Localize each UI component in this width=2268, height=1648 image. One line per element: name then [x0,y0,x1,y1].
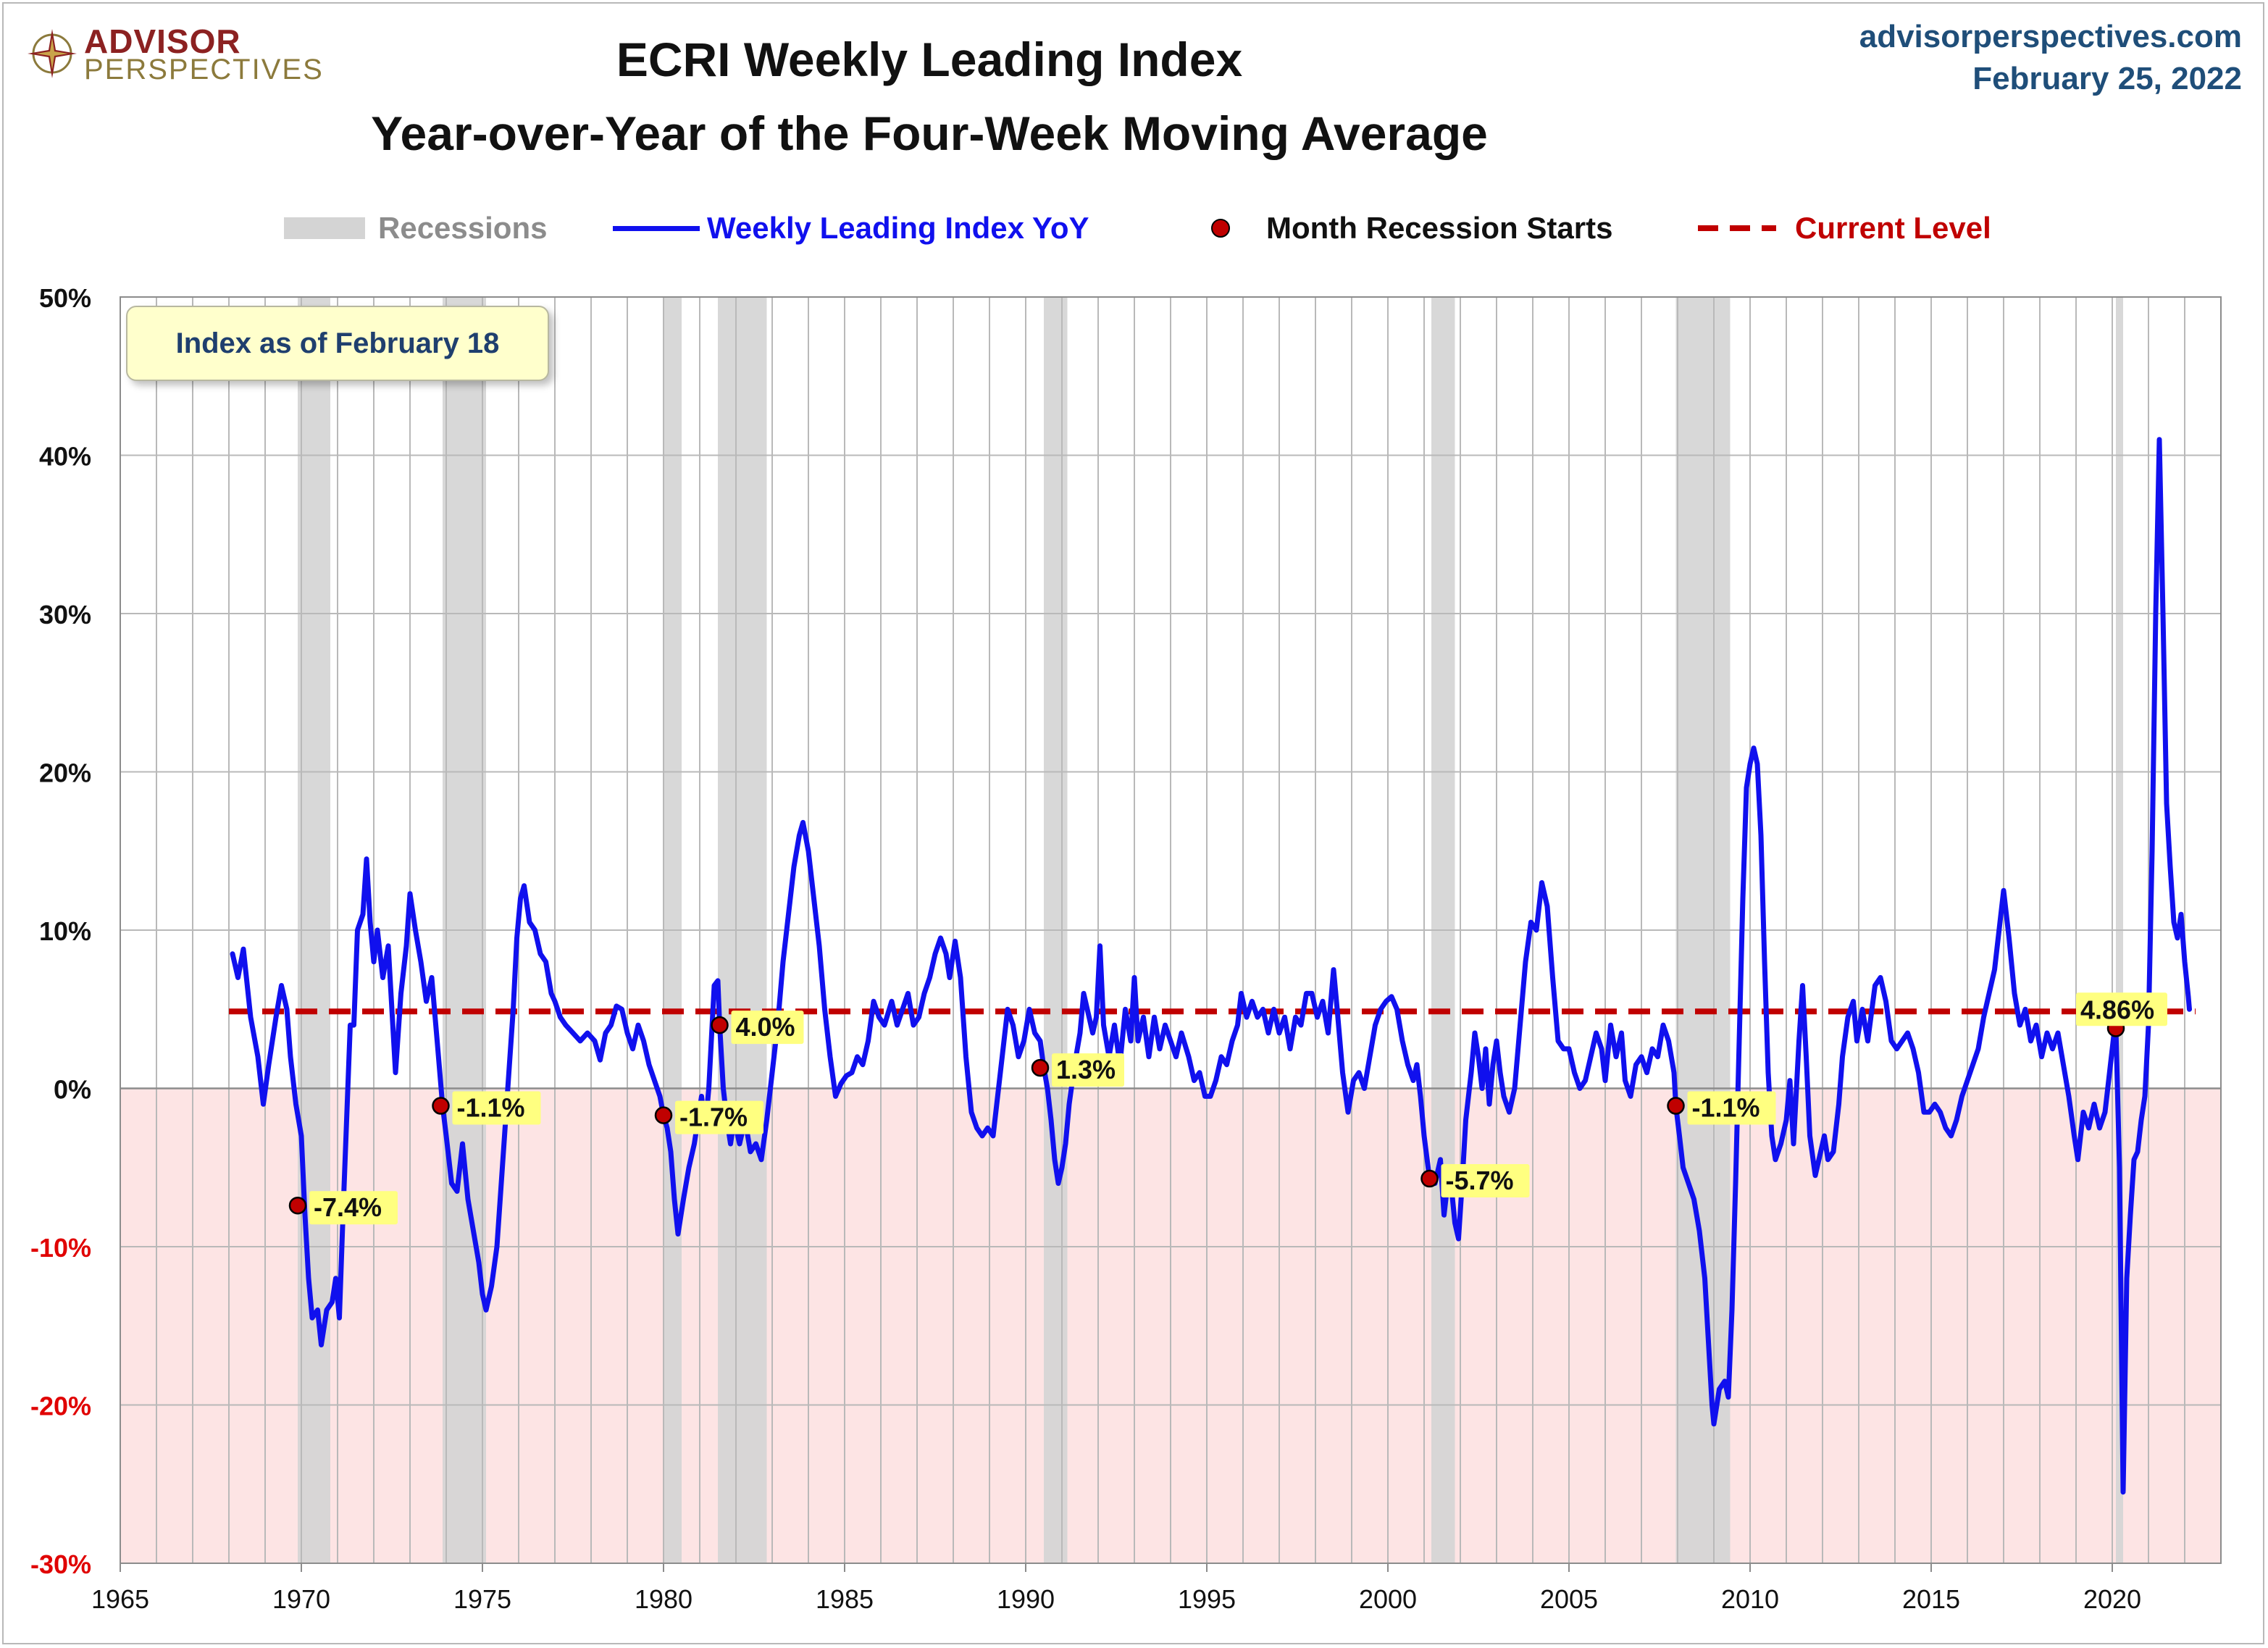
marker-label-bg [675,1100,763,1134]
publish-date: February 25, 2022 [1972,61,2242,96]
recession-start-marker [1031,1058,1050,1077]
y-tick-label: -20% [30,1392,91,1421]
recession-start-marker [711,1016,729,1034]
x-tick-label: 2015 [1902,1584,1960,1614]
legend-label-current: Current Level [1795,211,1991,245]
recession-start-marker [288,1196,307,1215]
y-tick-label: 0% [54,1075,91,1105]
recession-start-marker [654,1106,673,1124]
marker-label: -1.1% [457,1093,525,1123]
legend-item-series: Weekly Leading Index YoY [613,203,1089,254]
series-line-weekly-leading-index [230,437,2192,1495]
chart-title: ECRI Weekly Leading Index [616,33,1243,86]
x-tick-label: 1970 [272,1584,330,1614]
index-date-note: Index as of February 18 [126,306,549,381]
y-tick-label: 10% [39,916,91,946]
chart-subtitle: Year-over-Year of the Four-Week Moving A… [371,106,1488,160]
legend-item-current: Current Level [1696,203,1991,254]
marker-label-bg [309,1191,398,1225]
legend-item-recessions: Recessions [284,203,547,254]
x-tick-label: 1995 [1178,1584,1236,1614]
marker-label: -7.4% [314,1192,382,1222]
marker-label-bg [1052,1053,1124,1087]
marker-label-bg [731,1011,804,1045]
compass-rose-icon [28,29,77,78]
y-tick-label: 20% [39,758,91,788]
legend-swatch-recessions [284,217,365,239]
marker-label-bg [1441,1164,1530,1198]
logo-text-bottom: PERSPECTIVES [84,54,324,85]
y-tick-label: 40% [39,442,91,472]
x-tick-label: 2020 [2083,1584,2141,1614]
legend-swatch-current [1698,225,1776,231]
plot-border [120,296,2222,1564]
marker-label: 4.0% [736,1012,795,1042]
x-tick-label: 1985 [816,1584,874,1614]
legend-item-markers: Month Recession Starts [1211,203,1612,254]
legend-swatch-marker [1211,219,1230,238]
y-tick-label: 50% [39,283,91,313]
x-tick-label: 1990 [997,1584,1055,1614]
x-tick-label: 2000 [1359,1584,1417,1614]
legend-label-series: Weekly Leading Index YoY [707,211,1089,245]
website-label: advisorperspectives.com [1859,19,2242,54]
marker-label-bg [1687,1091,1776,1125]
y-tick-label: -10% [30,1233,91,1263]
marker-label: -1.1% [1692,1093,1760,1123]
x-tick-label: 1980 [635,1584,692,1614]
y-tick-label: 30% [39,600,91,629]
chart-legend: Recessions Weekly Leading Index YoY Mont… [0,203,2268,254]
recession-start-marker [1667,1097,1685,1115]
y-tick-label: -30% [30,1549,91,1579]
legend-label-markers: Month Recession Starts [1266,211,1613,245]
marker-label-bg [452,1091,541,1125]
recession-start-marker [1420,1169,1439,1188]
advisor-perspectives-logo: ADVISOR PERSPECTIVES [26,22,330,87]
x-tick-label: 2005 [1540,1584,1598,1614]
legend-label-recessions: Recessions [378,211,548,245]
marker-label: -1.7% [679,1103,748,1132]
recession-start-marker [432,1097,450,1115]
current-level-label-bg [2076,992,2167,1026]
marker-label: -5.7% [1446,1166,1514,1195]
x-tick-label: 2010 [1721,1584,1779,1614]
x-tick-label: 1975 [453,1584,511,1614]
x-tick-label: 1965 [91,1584,149,1614]
marker-label: 1.3% [1056,1055,1116,1084]
current-level-label: 4.86% [2080,995,2154,1024]
logo-text-top: ADVISOR [84,22,241,60]
legend-swatch-series [613,225,700,231]
